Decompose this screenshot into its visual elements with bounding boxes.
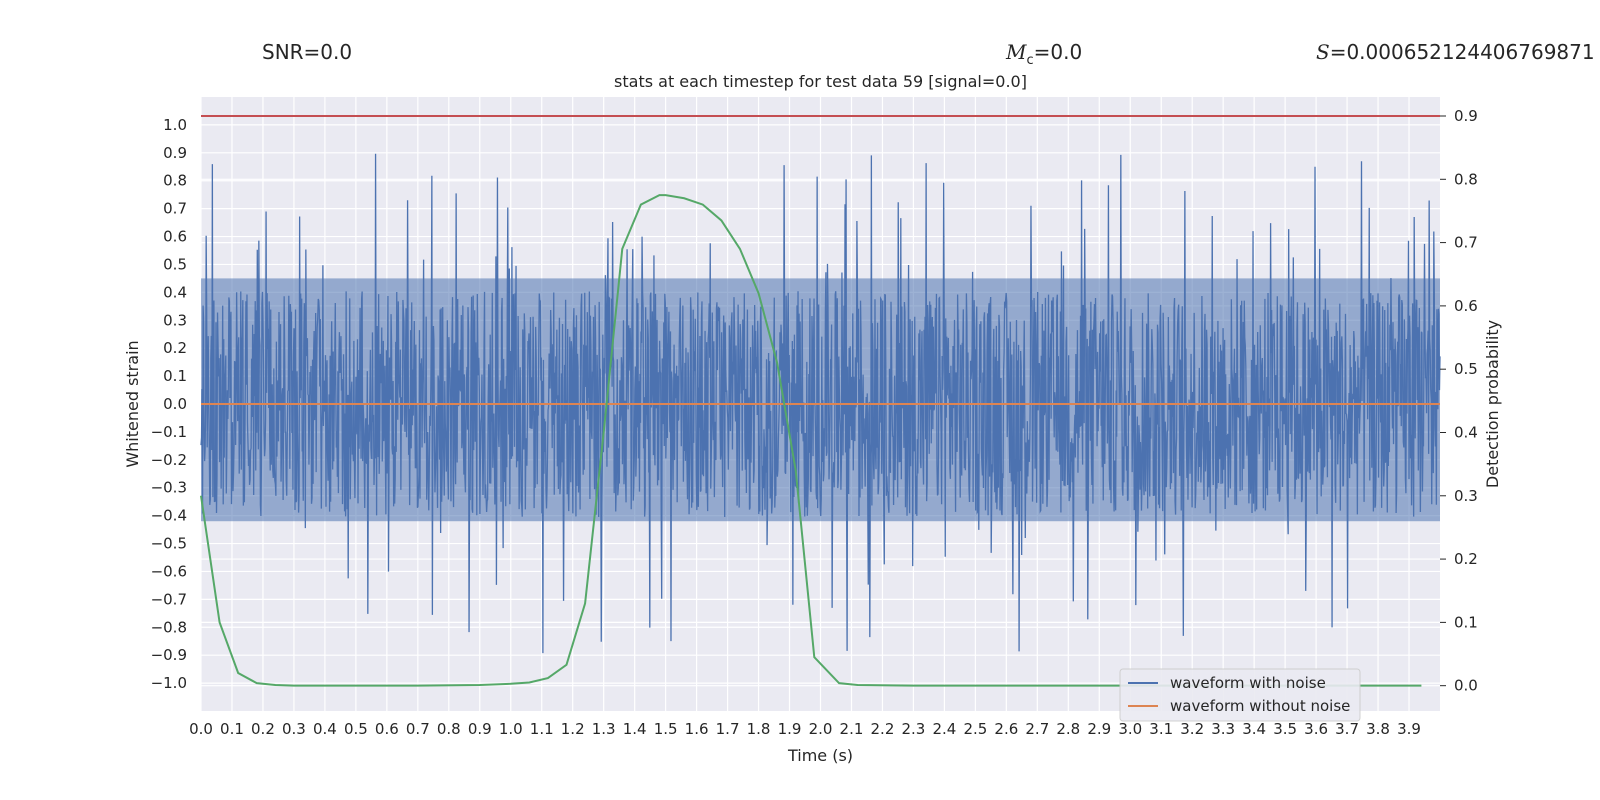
y-tick-label: 0.4 — [163, 283, 187, 301]
x-tick-label: 3.9 — [1397, 720, 1421, 738]
x-tick-label: 1.3 — [592, 720, 616, 738]
x-tick-labels: 0.0 0.1 0.2 0.3 0.4 0.5 0.6 0.7 0.8 0.9 1.0 1.1 1.2 1… — [189, 720, 1421, 738]
x-tick-label: 1.7 — [716, 720, 740, 738]
y-tick-label: −1.0 — [151, 674, 187, 692]
y-tick-label: 0.3 — [163, 311, 187, 329]
x-tick-label: 0.0 — [189, 720, 213, 738]
x-tick-label: 1.2 — [561, 720, 585, 738]
x-tick-label: 2.2 — [871, 720, 895, 738]
x-tick-label: 0.4 — [313, 720, 337, 738]
legend-entry: waveform without noise — [1170, 697, 1350, 715]
stat-s-label: S=0.000652124406769871 — [1316, 40, 1595, 64]
x-tick-label: 0.1 — [220, 720, 244, 738]
x-tick-label: 3.6 — [1304, 720, 1328, 738]
snr-label: SNR=0.0 — [262, 40, 353, 64]
x-tick-label: 2.4 — [932, 720, 956, 738]
legend: waveform with noise waveform without nois… — [1119, 668, 1361, 722]
y2-tick-label: 0.7 — [1454, 234, 1478, 252]
legend-entry: waveform with noise — [1170, 674, 1326, 692]
x-tick-label: 2.5 — [963, 720, 987, 738]
x-tick-label: 3.1 — [1149, 720, 1173, 738]
y-tick-label: −0.4 — [151, 507, 187, 525]
y-tick-label: −0.5 — [151, 535, 187, 553]
y-axis-label: Whitened strain — [123, 340, 142, 467]
x-tick-label: 3.5 — [1273, 720, 1297, 738]
y2-tick-label: 0.3 — [1454, 487, 1478, 505]
x-tick-label: 0.2 — [251, 720, 275, 738]
x-tick-label: 3.8 — [1366, 720, 1390, 738]
x-tick-label: 1.6 — [685, 720, 709, 738]
y2-tick-label: 0.9 — [1454, 107, 1478, 125]
x-tick-label: 2.0 — [809, 720, 833, 738]
x-tick-label: 2.9 — [1087, 720, 1111, 738]
x-tick-label: 3.2 — [1180, 720, 1204, 738]
y-tick-label: −0.1 — [151, 423, 187, 441]
x-tick-label: 1.0 — [499, 720, 523, 738]
x-tick-label: 2.7 — [1025, 720, 1049, 738]
y-tick-label: 0.9 — [163, 144, 187, 162]
y2-tick-label: 0.0 — [1454, 677, 1478, 695]
left-y-tick-labels: 1.0 0.9 0.8 0.7 0.6 0.5 0.4 0.3 0.2 0.1 0.0 −0.1 −0.… — [151, 116, 187, 692]
x-tick-label: 3.7 — [1335, 720, 1359, 738]
x-tick-label: 0.3 — [282, 720, 306, 738]
y-tick-label: −0.3 — [151, 479, 187, 497]
y2-tick-label: 0.5 — [1454, 360, 1478, 378]
y2-tick-label: 0.2 — [1454, 550, 1478, 568]
x-axis-label: Time (s) — [787, 746, 853, 765]
y-tick-label: 1.0 — [163, 116, 187, 134]
noise-waveform-band — [201, 278, 1440, 522]
x-tick-label: 3.4 — [1242, 720, 1266, 738]
x-tick-label: 0.6 — [375, 720, 399, 738]
y2-tick-label: 0.6 — [1454, 297, 1478, 315]
x-tick-label: 0.8 — [437, 720, 461, 738]
series-waveform-with-noise — [200, 153, 1441, 654]
x-tick-label: 1.1 — [530, 720, 554, 738]
legend-box — [1119, 668, 1361, 722]
y2-tick-label: 0.8 — [1454, 170, 1478, 188]
x-tick-label: 3.0 — [1118, 720, 1142, 738]
y-tick-label: 0.6 — [163, 228, 187, 246]
x-tick-label: 2.3 — [901, 720, 925, 738]
series-lines — [200, 114, 1440, 687]
y-tick-label: 0.7 — [163, 200, 187, 218]
x-tick-label: 2.6 — [994, 720, 1018, 738]
chart-title: stats at each timestep for test data 59 … — [614, 72, 1027, 91]
x-tick-label: 0.9 — [468, 720, 492, 738]
x-tick-label: 1.8 — [747, 720, 771, 738]
y-tick-label: −0.7 — [151, 590, 187, 608]
x-tick-label: 0.7 — [406, 720, 430, 738]
y-tick-label: −0.8 — [151, 618, 187, 636]
y-tick-label: 0.0 — [163, 395, 187, 413]
y-tick-label: 0.8 — [163, 172, 187, 190]
y2-axis-label: Detection probability — [1483, 320, 1502, 488]
right-y-tick-labels: 0.9 0.8 0.7 0.6 0.5 0.4 0.3 0.2 0.1 0.0 — [1440, 107, 1478, 695]
y-tick-label: 0.2 — [163, 339, 187, 357]
y2-tick-label: 0.4 — [1454, 423, 1478, 441]
series-detection-probability — [200, 194, 1422, 687]
x-tick-label: 1.9 — [778, 720, 802, 738]
y-tick-label: −0.6 — [151, 562, 187, 580]
x-tick-label: 1.4 — [623, 720, 647, 738]
x-tick-label: 1.5 — [654, 720, 678, 738]
chirp-mass-label: Mc=0.0 — [1006, 40, 1083, 68]
y-tick-label: 0.1 — [163, 367, 187, 385]
y-tick-label: −0.2 — [151, 451, 187, 469]
y-tick-label: 0.5 — [163, 255, 187, 273]
x-tick-label: 3.3 — [1211, 720, 1235, 738]
x-tick-label: 0.5 — [344, 720, 368, 738]
y-tick-label: −0.9 — [151, 646, 187, 664]
x-tick-label: 2.1 — [840, 720, 864, 738]
y2-tick-label: 0.1 — [1454, 613, 1478, 631]
x-tick-label: 2.8 — [1056, 720, 1080, 738]
